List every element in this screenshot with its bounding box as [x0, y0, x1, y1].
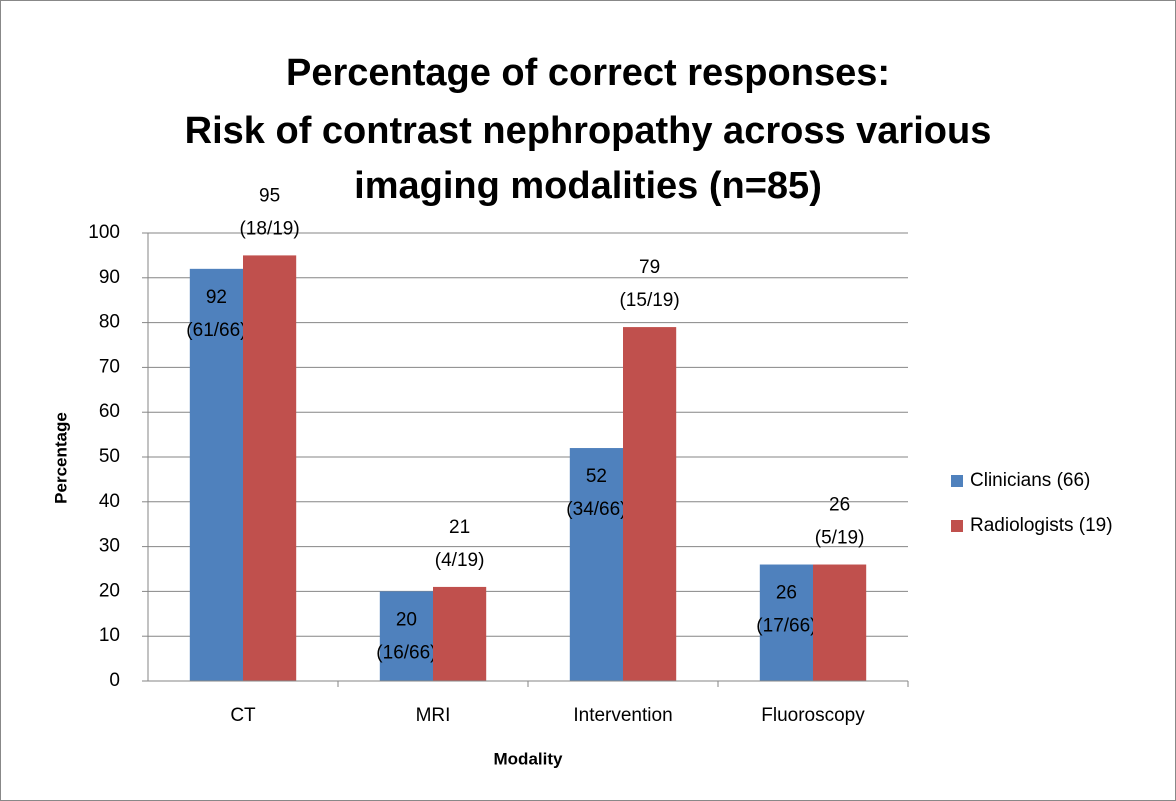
y-tick-label: 20 [99, 580, 120, 601]
data-label: 26 (17/66) [756, 583, 816, 637]
data-label: 79 (15/19) [619, 257, 679, 311]
bar [379, 591, 433, 681]
x-tick-label: Intervention [573, 705, 672, 726]
bar [433, 586, 487, 681]
data-label: 20 (16/66) [376, 609, 436, 663]
data-label: 52 (34/66) [566, 466, 626, 520]
bar [569, 448, 623, 681]
bar [189, 268, 243, 681]
data-label: 95 (18/19) [239, 185, 299, 239]
data-label: 21 (4/19) [435, 517, 485, 571]
legend-swatch [951, 475, 963, 487]
y-tick-label: 90 [99, 267, 120, 288]
y-tick-label: 60 [99, 401, 120, 422]
legend-swatch [951, 520, 963, 532]
bar [813, 564, 867, 681]
y-tick-label: 100 [88, 222, 120, 243]
y-axis-title: Percentage [51, 412, 70, 504]
legend-label: Clinicians (66) [970, 470, 1090, 491]
y-tick-label: 0 [109, 670, 120, 691]
y-tick-label: 70 [99, 356, 120, 377]
chart-title: imaging modalities (n=85) [354, 165, 822, 207]
chart-title: Risk of contrast nephropathy across vari… [185, 110, 992, 152]
x-tick-label: CT [230, 705, 256, 726]
y-tick-label: 30 [99, 536, 120, 557]
x-tick-label: Fluoroscopy [761, 705, 865, 726]
y-tick-label: 40 [99, 491, 120, 512]
bar [623, 327, 677, 681]
y-tick-label: 10 [99, 625, 120, 646]
y-tick-label: 80 [99, 312, 120, 333]
bar [759, 564, 813, 681]
data-label: 26 (5/19) [815, 495, 865, 549]
y-tick-label: 50 [99, 446, 120, 467]
chart-title: Percentage of correct responses: [286, 52, 890, 94]
data-label: 92 (61/66) [186, 287, 246, 341]
x-tick-label: MRI [416, 705, 451, 726]
x-axis-title: Modality [494, 749, 563, 768]
legend-label: Radiologists (19) [970, 515, 1113, 536]
bar [243, 255, 297, 681]
